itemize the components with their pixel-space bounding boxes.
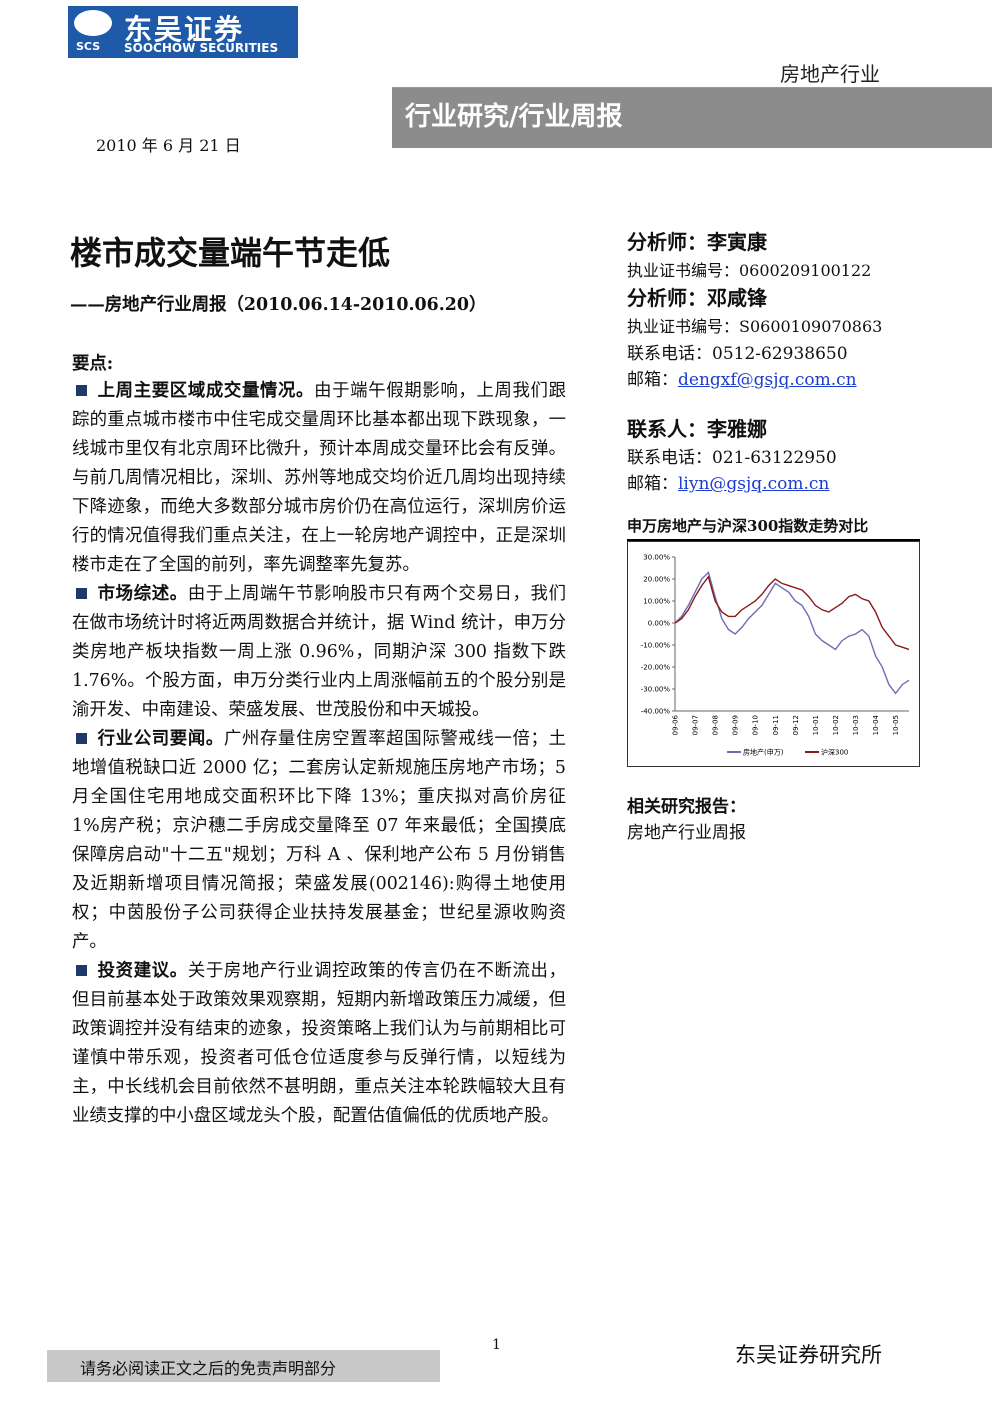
y-tick-label: 0.00% [648,620,671,628]
bullet [76,588,87,599]
y-tick-label: 10.00% [643,598,670,606]
footer-band [47,1350,440,1382]
email-link[interactable]: dengxf@gsjq.com.cn [678,370,857,390]
series-line [674,571,910,695]
report-type-band [392,88,992,148]
key-point-text: 关于房地产行业调控政策的传言仍在不断流出，但目前基本处于政策效果观察期，短期内新… [72,961,566,1126]
x-tick-label: 09-09 [732,715,740,735]
related-heading: 相关研究报告： [627,797,746,817]
report-type: 行业研究/行业周报 [405,102,623,132]
x-tick-label: 10-03 [852,715,860,735]
x-tick-label: 09-07 [692,715,700,735]
date: 2010 年 6 月 21 日 [96,136,241,155]
x-tick-label: 10-04 [872,714,880,735]
contact-name: 联系人：李雅娜 [627,417,767,441]
analyst-name: 分析师：李寅康 [627,230,767,254]
bullet [76,965,87,976]
x-tick-label: 09-12 [792,715,800,735]
series-line [674,575,910,651]
logo: SCS 东吴证券 SOOCHOW SECURITIES [68,6,298,58]
logo-abbr: SCS [76,40,101,53]
chart: 30.00% 20.00% 10.00% 0.00% -10.00% -20.00% -30… [627,541,920,767]
key-point-text: 由于端午假期影响，上周我们跟踪的重点城市楼市中住宅成交量周环比基本都出现下跌现象… [72,381,566,575]
key-point-heading: 投资建议。 [97,961,188,981]
rule [392,87,992,88]
y-tick-label: -20.00% [641,664,671,672]
key-point: 行业公司要闻。广州存量住房空置率超国际警戒线一倍；土地增值税缺口近 2000 亿… [72,725,566,957]
y-tick-label: -40.00% [641,708,671,716]
analyst-cert: 执业证书编号：S0600109070863 [627,317,883,336]
legend-label: 房地产(申万) [743,748,784,757]
x-tick-label: 10-02 [832,715,840,735]
analyst-cert: 执业证书编号：0600209100122 [627,261,872,280]
x-tick-label: 10-05 [892,715,900,735]
chart-title: 申万房地产与沪深300指数走势对比 [627,515,920,541]
institute: 东吴证券研究所 [735,1343,882,1367]
email-label: 邮箱： [627,474,678,494]
contact-phone: 联系电话：021-63122950 [627,448,837,468]
legend-label: 沪深300 [821,748,848,757]
email-link[interactable]: liyn@gsjq.com.cn [678,474,830,494]
y-tick-label: -30.00% [641,686,671,694]
x-tick-label: 09-11 [772,715,780,735]
contact-email: 邮箱：liyn@gsjq.com.cn [627,469,829,494]
disclaimer: 请务必阅读正文之后的免责声明部分 [80,1359,337,1378]
sector: 房地产行业 [780,62,880,86]
key-point-text: 广州存量住房空置率超国际警戒线一倍；土地增值税缺口近 2000 亿；二套房认定新… [72,729,566,952]
y-tick-label: 20.00% [643,576,670,584]
email-label: 邮箱： [627,370,678,390]
x-tick-label: 09-08 [712,715,720,735]
key-point-heading: 市场综述。 [97,584,188,604]
chart-frame [627,541,920,767]
key-point-text: 由于上周端午节影响股市只有两个交易日，我们在做市场统计时将近两周数据合并统计，据… [72,584,566,720]
bullet [76,733,87,744]
subtitle: ——房地产行业周报（2010.06.14-2010.06.20） [70,295,487,315]
analyst-name: 分析师：邓咸锋 [627,286,767,310]
key-point-heading: 行业公司要闻。 [97,729,224,749]
y-tick-label: -10.00% [641,642,671,650]
key-point: 投资建议。关于房地产行业调控政策的传言仍在不断流出，但目前基本处于政策效果观察期… [72,957,566,1131]
analyst-email: 邮箱：dengxf@gsjq.com.cn [627,365,857,390]
title: 楼市成交量端午节走低 [70,234,391,272]
key-point-heading: 上周主要区域成交量情况。 [97,381,315,401]
company-en: SOOCHOW SECURITIES [124,41,279,55]
y-tick-label: 30.00% [643,554,670,562]
bullet [76,385,87,396]
x-tick-label: 10-01 [812,715,820,735]
x-tick-label: 09-10 [752,715,760,735]
analyst-phone: 联系电话：0512-62938650 [627,344,848,364]
x-tick-label: 09-06 [672,714,680,735]
key-point: 上周主要区域成交量情况。由于端午假期影响，上周我们跟踪的重点城市楼市中住宅成交量… [72,377,566,580]
company-cn: 东吴证券 [124,13,245,46]
key-points: 上周主要区域成交量情况。由于端午假期影响，上周我们跟踪的重点城市楼市中住宅成交量… [72,377,566,1131]
key-points-heading: 要点: [72,354,114,374]
page-number: 1 [492,1337,501,1353]
related-item: 房地产行业周报 [627,823,746,843]
key-point: 市场综述。由于上周端午节影响股市只有两个交易日，我们在做市场统计时将近两周数据合… [72,580,566,725]
